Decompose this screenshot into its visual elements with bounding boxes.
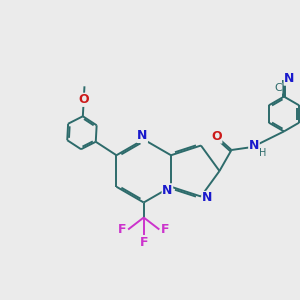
Text: C: C xyxy=(274,83,282,93)
Text: O: O xyxy=(211,130,222,143)
Text: F: F xyxy=(118,223,126,236)
Text: N: N xyxy=(284,72,295,85)
Text: N: N xyxy=(162,184,172,197)
Text: N: N xyxy=(137,129,147,142)
Text: N: N xyxy=(202,191,212,205)
Text: F: F xyxy=(161,223,170,236)
Text: H: H xyxy=(259,148,267,158)
Text: N: N xyxy=(249,139,259,152)
Text: O: O xyxy=(78,93,89,106)
Text: F: F xyxy=(140,236,148,249)
